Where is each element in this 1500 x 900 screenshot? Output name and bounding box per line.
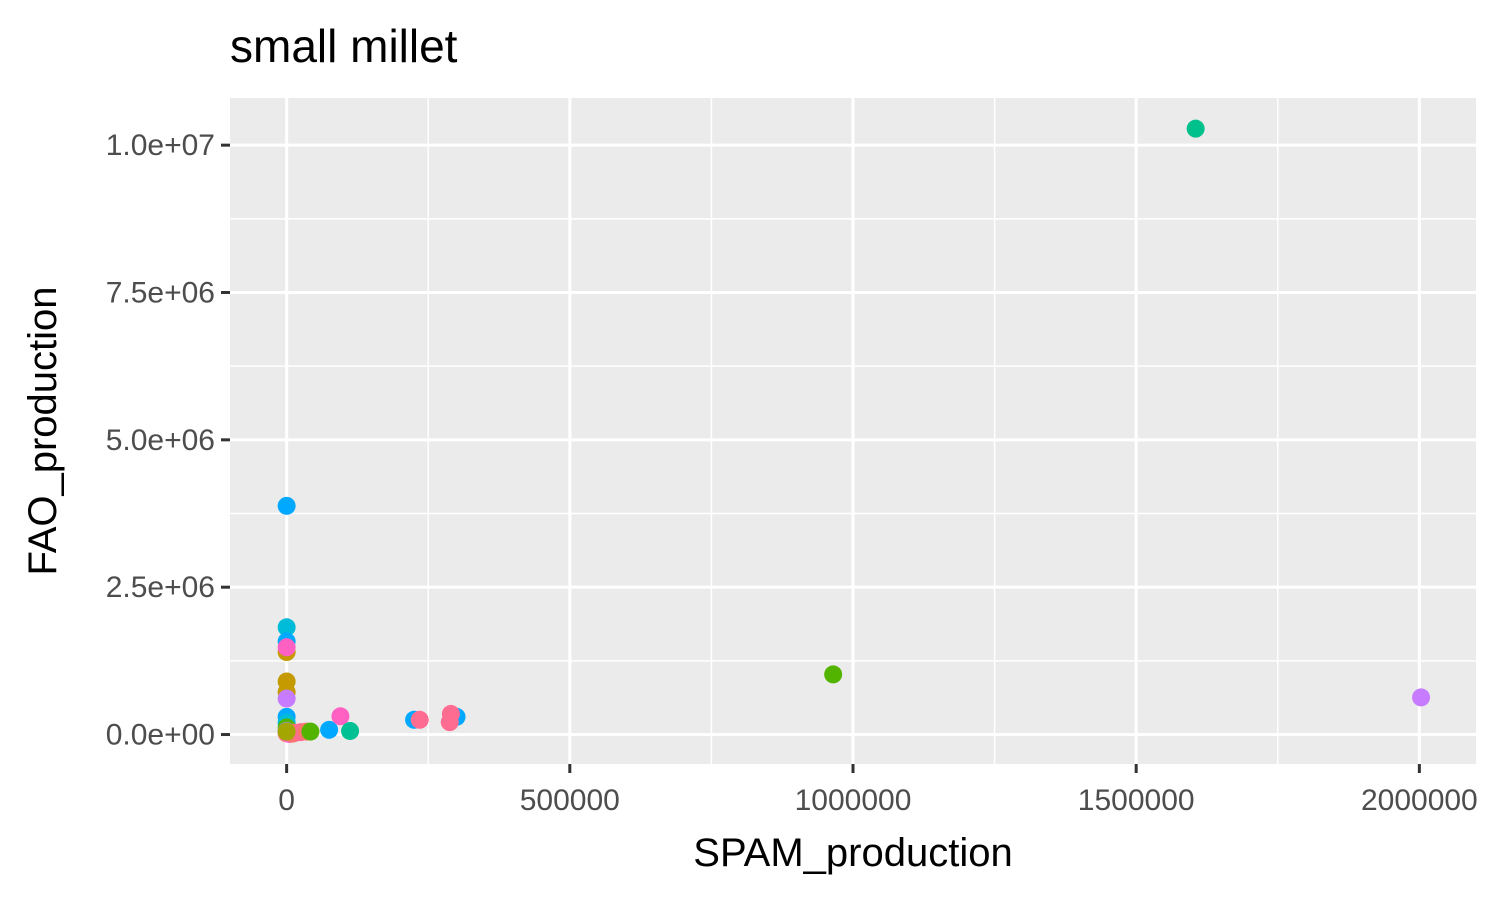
- x-tick-label-2: 1000000: [795, 784, 912, 817]
- x-tick-label-0: 0: [278, 784, 295, 817]
- data-point-26: [410, 710, 429, 729]
- data-point-4: [277, 618, 296, 637]
- data-point-2: [1412, 688, 1431, 707]
- x-axis-title: SPAM_production: [693, 831, 1012, 875]
- data-point-1: [824, 665, 843, 684]
- data-point-29: [440, 713, 459, 732]
- data-point-30: [277, 722, 296, 741]
- data-point-21: [301, 722, 320, 741]
- y-axis-title: FAO_production: [21, 286, 65, 575]
- y-tick-label-1: 2.5e+06: [106, 571, 215, 604]
- y-tick-label-2: 5.0e+06: [106, 424, 215, 457]
- y-tick-label-4: 1.0e+07: [106, 129, 215, 162]
- x-tick-label-4: 2000000: [1361, 784, 1478, 817]
- chart-title: small millet: [230, 20, 458, 72]
- y-tick-label-3: 7.5e+06: [106, 276, 215, 309]
- x-tick-label-3: 1500000: [1078, 784, 1195, 817]
- y-axis: 0.0e+00 2.5e+06 5.0e+06 7.5e+06 1.0e+07: [106, 129, 230, 752]
- x-tick-label-1: 500000: [520, 784, 620, 817]
- data-point-0: [1186, 119, 1205, 138]
- data-point-22: [320, 720, 339, 739]
- data-point-23: [331, 707, 350, 726]
- data-point-10: [277, 689, 296, 708]
- data-point-7: [277, 638, 296, 657]
- y-tick-label-0: 0.0e+00: [106, 719, 215, 752]
- data-points: [277, 119, 1431, 743]
- x-axis: 0 500000 1000000 1500000 2000000: [278, 764, 1478, 817]
- data-point-24: [341, 721, 360, 740]
- major-gridlines: [230, 98, 1476, 764]
- data-point-3: [277, 496, 296, 515]
